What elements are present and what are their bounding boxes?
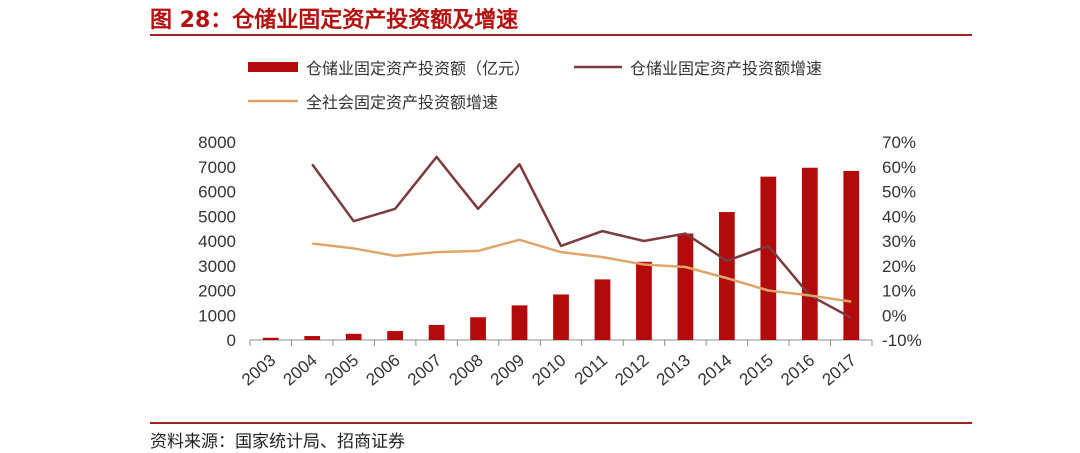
bar	[843, 170, 860, 340]
right-axis-tick-label: 70%	[882, 133, 916, 152]
bar	[470, 317, 486, 340]
x-axis-tick-label: 2004	[280, 351, 321, 390]
x-axis-tick-label: 2005	[321, 351, 362, 390]
bar	[801, 167, 818, 340]
x-axis-tick-label: 2015	[736, 351, 777, 390]
bar	[428, 324, 445, 340]
x-axis: 2003 2004 2005 2006 2007 2008 2009 2010 2011 2012…	[238, 339, 873, 390]
x-axis-tick-label: 2013	[653, 351, 694, 390]
x-axis-tick-label: 2012	[611, 351, 652, 390]
x-axis-tick-label: 2017	[819, 351, 860, 390]
bar	[553, 294, 569, 340]
title-divider	[150, 34, 972, 36]
right-axis-tick-label: 60%	[882, 158, 916, 177]
left-axis-tick-label: 3000	[198, 257, 236, 276]
bar	[760, 176, 777, 340]
x-axis-tick-label: 2010	[528, 351, 569, 390]
left-axis-tick-label: 8000	[198, 133, 236, 152]
left-axis-tick-label: 6000	[198, 183, 236, 202]
bar	[304, 336, 321, 340]
x-axis-tick-label: 2014	[694, 351, 735, 390]
bar	[345, 333, 362, 340]
x-axis-tick-label: 2009	[487, 351, 528, 390]
line-series	[311, 155, 852, 319]
left-axis-tick-label: 5000	[198, 207, 236, 226]
left-axis-tick-label: 7000	[198, 158, 236, 177]
legend-label-society-growth: 全社会固定资产投资额增速	[306, 94, 498, 112]
bar	[262, 337, 279, 340]
legend-swatch-bar	[248, 62, 298, 72]
society-growth-line	[312, 238, 852, 303]
bar	[718, 212, 735, 340]
warehouse-growth-line	[311, 155, 852, 319]
right-axis-tick-label: 40%	[882, 207, 916, 226]
right-y-axis: -10% 0% 10% 20% 30% 40% 50% 60% 70%	[882, 133, 922, 350]
bar	[594, 279, 611, 340]
left-axis-tick-label: 2000	[198, 282, 236, 301]
legend-label-warehouse-growth: 仓储业固定资产投资额增速	[630, 60, 822, 78]
x-axis-tick-label: 2011	[571, 351, 611, 389]
right-axis-tick-label: 0%	[882, 306, 907, 325]
legend-label-bar: 仓储业固定资产投资额（亿元）	[306, 60, 530, 78]
left-axis-tick-label: 4000	[198, 232, 236, 251]
left-y-axis: 0 1000 2000 3000 4000 5000 6000 7000 8000	[198, 133, 236, 350]
x-axis-tick-label: 2006	[363, 351, 404, 390]
bar	[387, 331, 404, 340]
right-axis-tick-label: 30%	[882, 232, 916, 251]
source-note: 资料来源：国家统计局、招商证券	[150, 432, 405, 452]
bar	[511, 305, 528, 340]
right-axis-tick-label: -10%	[882, 331, 922, 350]
chart-title: 图 28：仓储业固定资产投资额及增速	[150, 8, 519, 33]
right-axis-tick-label: 10%	[882, 282, 916, 301]
x-axis-tick-label: 2016	[777, 351, 818, 390]
x-axis-tick-label: 2003	[238, 351, 279, 390]
x-axis-tick-label: 2008	[445, 351, 486, 390]
footer-divider	[150, 422, 972, 424]
x-axis-tick-label: 2007	[404, 351, 445, 390]
left-axis-tick-label: 1000	[198, 306, 236, 325]
bar	[636, 261, 652, 340]
right-axis-tick-label: 50%	[882, 183, 916, 202]
left-axis-tick-label: 0	[227, 331, 236, 350]
bar	[677, 233, 694, 340]
right-axis-tick-label: 20%	[882, 257, 916, 276]
bar-series	[262, 167, 860, 340]
